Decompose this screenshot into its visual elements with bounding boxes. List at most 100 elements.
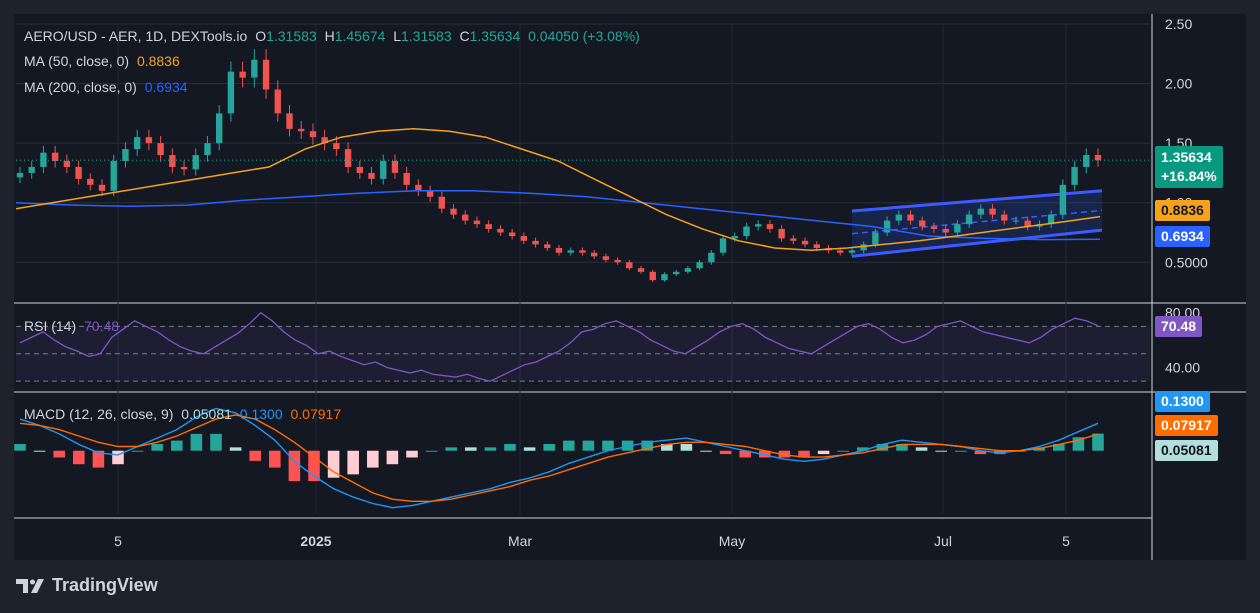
macd-histogram-bar (14, 443, 26, 451)
candle-body (837, 250, 844, 253)
rsi-value: 70.48 (84, 318, 120, 334)
tradingview-logo-icon (16, 578, 44, 593)
ma50-legend[interactable]: MA (50, close, 0) 0.8836 (24, 53, 184, 69)
change-value: 0.04050 (+3.08%) (528, 28, 640, 44)
x-axis-tick: 5 (1062, 533, 1070, 549)
price-legend: AERO/USD - AER, 1D, DEXTools.io O 1.31583… (24, 28, 644, 44)
macd-histogram-bar (543, 443, 555, 451)
high-value: 1.45674 (334, 28, 386, 44)
candle-body (895, 214, 902, 221)
candle-body (251, 59, 258, 78)
ma200-label: MA (200, close, 0) (24, 79, 137, 95)
candle-body (755, 224, 762, 227)
candle-body (954, 224, 961, 233)
candle-body (813, 244, 820, 248)
macd-histogram-bar (955, 450, 967, 452)
macd-histogram-bar (210, 433, 222, 451)
candle-body (426, 190, 434, 197)
candle-body (977, 208, 985, 215)
rsi-y-tick: 40.00 (1165, 359, 1200, 375)
x-axis-tick: May (719, 533, 745, 549)
macd-histogram-bar (837, 450, 849, 452)
macd-histogram-bar (935, 450, 947, 452)
candle-body (1059, 184, 1067, 215)
candle-body (1024, 220, 1031, 227)
tradingview-logo[interactable]: TradingView (16, 575, 158, 596)
candle-body (602, 256, 610, 260)
candle-body (380, 161, 387, 179)
macd-histogram-bar (229, 447, 242, 451)
close-value: 1.35634 (469, 28, 521, 44)
candle-body (309, 131, 317, 138)
candle-body (965, 214, 973, 225)
candle-body (415, 184, 422, 191)
price-badge-value: 1.35634 (1161, 149, 1212, 165)
ma200-value: 0.6934 (144, 79, 188, 95)
macd-histogram-bar (484, 447, 497, 451)
low-value: 1.31583 (401, 28, 452, 44)
macd-histogram-bar (896, 443, 908, 451)
macd-signal-line (19, 414, 1099, 502)
candle-body (450, 208, 457, 215)
candle-body (989, 208, 996, 215)
candle-body (626, 262, 633, 269)
macd-histogram-bar (504, 443, 516, 451)
candle-body (567, 250, 574, 253)
macd-histogram-bar (563, 440, 575, 451)
ma50-value: 0.8836 (136, 53, 180, 69)
macd-hist-value: 0.05081 (181, 406, 232, 422)
macd-histogram-bar (798, 450, 810, 458)
ma200-legend[interactable]: MA (200, close, 0) 0.6934 (24, 79, 192, 95)
ma200-line (15, 190, 1101, 241)
macd-line-badge: 0.1300 (1155, 391, 1210, 412)
candle-body (157, 143, 164, 156)
macd-histogram-bar (759, 450, 771, 458)
candle-body (860, 244, 867, 251)
candle-body (438, 196, 446, 209)
candle-body (180, 166, 188, 170)
candle-body (590, 252, 598, 257)
candle-body (262, 59, 270, 90)
macd-histogram-bar (33, 450, 46, 452)
candle-body (883, 220, 891, 233)
macd-legend[interactable]: MACD (12, 26, close, 9) 0.05081 0.1300 0… (24, 406, 345, 422)
rsi-band (16, 325, 1150, 382)
candle-body (649, 271, 656, 281)
candle-body (919, 220, 926, 227)
ma50-badge: 0.8836 (1155, 200, 1210, 221)
channel-lower-line (851, 228, 1103, 258)
candle-body (1001, 214, 1008, 221)
candle-body (743, 226, 750, 237)
macd-histogram-bar (190, 433, 203, 451)
candle-body (544, 244, 551, 248)
candle-body (778, 228, 785, 239)
rsi-series (19, 311, 1099, 382)
chart-frame (14, 14, 1246, 560)
candle-body (16, 172, 24, 178)
macd-histogram-bar (680, 443, 693, 451)
low-label: L (393, 28, 401, 44)
macd-histogram-bar (1072, 437, 1085, 451)
price-series (16, 49, 1150, 282)
rsi-badge: 70.48 (1155, 316, 1203, 337)
candle-body (555, 247, 563, 253)
candle-body (790, 238, 797, 241)
rsi-legend[interactable]: RSI (14) 70.48 (24, 318, 123, 334)
price-badge-change: +16.84% (1161, 168, 1217, 184)
candle-body (1012, 220, 1020, 222)
candle-body (485, 224, 492, 229)
macd-histogram-bar (151, 443, 163, 451)
symbol-title[interactable]: AERO/USD - AER, 1D, DEXTools.io (24, 28, 248, 44)
candle-body (403, 172, 410, 185)
candle-body (87, 178, 94, 185)
candle-body (462, 214, 469, 221)
candle-body (942, 228, 949, 233)
candle-body (227, 71, 235, 114)
candle-body (298, 128, 305, 132)
open-label: O (255, 28, 267, 44)
candle-body (801, 240, 809, 245)
ma-lines (15, 128, 1101, 252)
price-y-tick: 0.5000 (1165, 254, 1208, 270)
